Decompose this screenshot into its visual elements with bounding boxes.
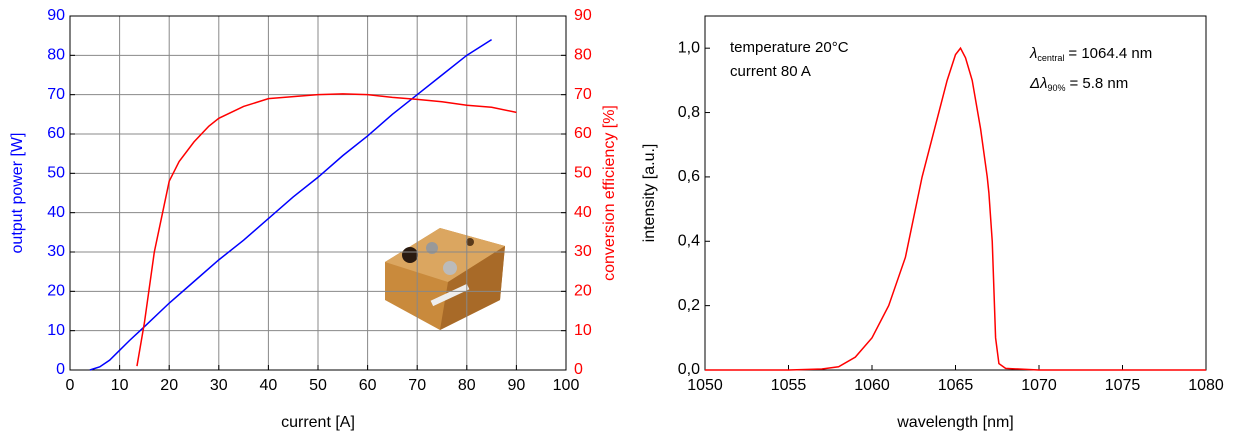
plot-frame bbox=[704, 15, 1207, 371]
y-tick-label: 0,4 bbox=[678, 232, 700, 249]
y-tick-label: 10 bbox=[47, 322, 65, 339]
y2-tick-label: 20 bbox=[574, 283, 592, 300]
y-tick-label: 1,0 bbox=[678, 39, 700, 56]
y-tick-label: 0,6 bbox=[678, 168, 700, 185]
x-tick-label: 1065 bbox=[938, 377, 974, 394]
data-line bbox=[89, 38, 493, 371]
annotation-text: temperature 20°C bbox=[730, 39, 849, 56]
x-axis-label: wavelength [nm] bbox=[896, 414, 1014, 431]
plot-frame bbox=[69, 15, 567, 371]
x-tick-label: 70 bbox=[408, 377, 426, 394]
y2-tick-label: 30 bbox=[574, 243, 592, 260]
x-tick-label: 1060 bbox=[854, 377, 890, 394]
x-tick-label: 30 bbox=[210, 377, 228, 394]
y-tick-label: 0,2 bbox=[678, 297, 700, 314]
y-axis-label: intensity [a.u.] bbox=[641, 144, 658, 243]
y2-tick-label: 0 bbox=[574, 361, 583, 378]
x-tick-label: 0 bbox=[66, 377, 75, 394]
annotation-text: current 80 A bbox=[730, 63, 811, 80]
annotation-text: = 5.8 nm bbox=[1069, 75, 1128, 92]
y-tick-label: 20 bbox=[47, 283, 65, 300]
annotation: λcentral = 1064.4 nm bbox=[1029, 45, 1152, 63]
y2-tick-label: 90 bbox=[574, 7, 592, 24]
x-tick-label: 20 bbox=[160, 377, 178, 394]
data-line bbox=[136, 93, 517, 367]
y2-tick-label: 60 bbox=[574, 125, 592, 142]
x-tick-label: 90 bbox=[508, 377, 526, 394]
y-tick-label: 0,8 bbox=[678, 104, 700, 121]
x-tick-label: 1070 bbox=[1021, 377, 1057, 394]
annotation-text: = 1064.4 nm bbox=[1068, 45, 1152, 62]
annotation: Δλ90% = 5.8 nm bbox=[1029, 75, 1128, 93]
annotation-subscript: central bbox=[1037, 53, 1064, 63]
annotation: current 80 A bbox=[730, 63, 811, 80]
y-tick-label: 50 bbox=[47, 165, 65, 182]
x-tick-label: 100 bbox=[553, 377, 580, 394]
x-tick-label: 1075 bbox=[1105, 377, 1141, 394]
x-tick-label: 60 bbox=[359, 377, 377, 394]
x-tick-label: 1055 bbox=[771, 377, 807, 394]
annotation-symbol: Δλ bbox=[1029, 75, 1047, 92]
y2-tick-label: 80 bbox=[574, 47, 592, 64]
annotation-symbol: λ bbox=[1029, 45, 1037, 62]
y-tick-label: 30 bbox=[47, 243, 65, 260]
inset-photo bbox=[385, 228, 505, 330]
y-tick-label: 90 bbox=[47, 7, 65, 24]
y-axis-label: output power [W] bbox=[9, 133, 26, 254]
x-axis-label: current [A] bbox=[281, 414, 355, 431]
y2-tick-label: 50 bbox=[574, 165, 592, 182]
x-tick-label: 1080 bbox=[1188, 377, 1224, 394]
annotation-subscript: 90% bbox=[1047, 83, 1065, 93]
x-tick-label: 50 bbox=[309, 377, 327, 394]
y2-axis-label: conversion efficiency [%] bbox=[601, 105, 618, 281]
y2-tick-label: 10 bbox=[574, 322, 592, 339]
x-tick-label: 40 bbox=[260, 377, 278, 394]
annotation: temperature 20°C bbox=[730, 39, 849, 56]
x-tick-label: 10 bbox=[111, 377, 129, 394]
y-tick-label: 0,0 bbox=[678, 361, 700, 378]
y-tick-label: 80 bbox=[47, 47, 65, 64]
y-tick-label: 40 bbox=[47, 204, 65, 221]
y2-tick-label: 70 bbox=[574, 86, 592, 103]
x-tick-label: 80 bbox=[458, 377, 476, 394]
y-tick-label: 0 bbox=[56, 361, 65, 378]
x-tick-label: 1050 bbox=[687, 377, 723, 394]
y-tick-label: 70 bbox=[47, 86, 65, 103]
y2-tick-label: 40 bbox=[574, 204, 592, 221]
y-tick-label: 60 bbox=[47, 125, 65, 142]
data-line bbox=[705, 46, 1206, 371]
